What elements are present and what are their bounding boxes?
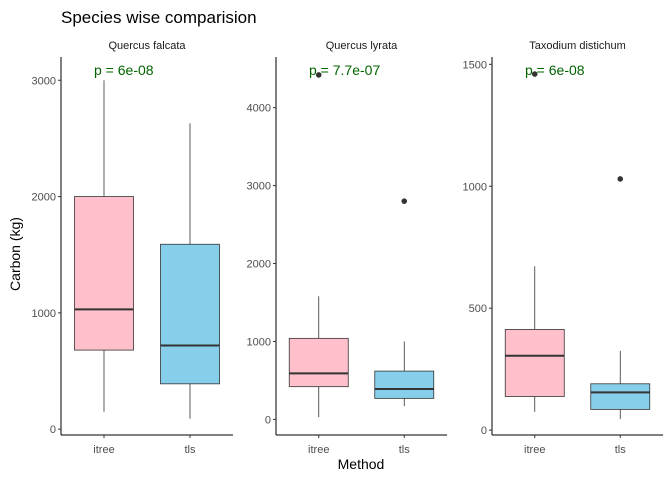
box-iqr [160, 243, 220, 385]
facet-panel-2: Quercus lyrata 0 1000 2000 3000 4000 itree tls p… [247, 40, 447, 456]
y-tick-label: 1000 [32, 308, 56, 320]
x-tick-label: itree [524, 444, 545, 456]
y-tick-label: 0 [481, 425, 487, 437]
y-tick-label: 2000 [32, 192, 56, 204]
y-tick-label: 4000 [247, 103, 271, 115]
y-axis-label: Carbon (kg) [7, 217, 23, 291]
facet-panels: Quercus falcata 0 1000 2000 3000 itree tls p = … [32, 40, 663, 456]
x-tick-label: itree [93, 444, 114, 456]
outlier-point [531, 71, 538, 77]
x-tick-label: tls [185, 444, 197, 456]
chart-title: Species wise comparision [61, 8, 257, 27]
x-tick-label: tls [399, 444, 411, 456]
y-tick-label: 3000 [247, 181, 271, 193]
facet-panel-1: Quercus falcata 0 1000 2000 3000 itree tls p = … [32, 40, 233, 456]
x-tick-label: tls [615, 444, 627, 456]
x-axis-label: Method [338, 456, 385, 472]
y-tick-label: 2000 [247, 259, 271, 271]
y-tick-label: 0 [265, 414, 271, 426]
facet-title: Taxodium distichum [529, 40, 626, 52]
y-tick-label: 0 [50, 424, 56, 436]
boxplot-itree [504, 71, 565, 412]
facet-panel-3: Taxodium distichum 0 500 1000 1500 itree tls p … [463, 40, 663, 456]
y-tick-label: 3000 [32, 75, 56, 87]
x-tick-label: itree [308, 444, 329, 456]
y-tick-label: 1500 [463, 59, 487, 71]
facet-title: Quercus falcata [108, 40, 186, 52]
box-iqr [288, 337, 349, 388]
p-value-label: p = 6e-08 [525, 62, 585, 78]
boxplot-tls [590, 176, 651, 420]
outlier-point [401, 198, 408, 204]
facet-title: Quercus lyrata [326, 40, 398, 52]
p-value-label: p = 7.7e-07 [309, 62, 380, 78]
boxplot-tls [374, 198, 435, 407]
boxplot-tls [160, 123, 220, 419]
y-tick-label: 1000 [463, 181, 487, 193]
outlier-point [315, 72, 322, 78]
boxplot-itree [74, 80, 134, 412]
box-iqr [74, 196, 134, 351]
box-iqr [504, 329, 565, 397]
y-tick-label: 1000 [247, 336, 271, 348]
outlier-point [617, 176, 624, 182]
box-iqr [590, 383, 651, 410]
p-value-label: p = 6e-08 [94, 62, 154, 78]
boxplot-itree [288, 72, 349, 418]
box-iqr [374, 370, 435, 399]
y-tick-label: 500 [469, 303, 487, 315]
